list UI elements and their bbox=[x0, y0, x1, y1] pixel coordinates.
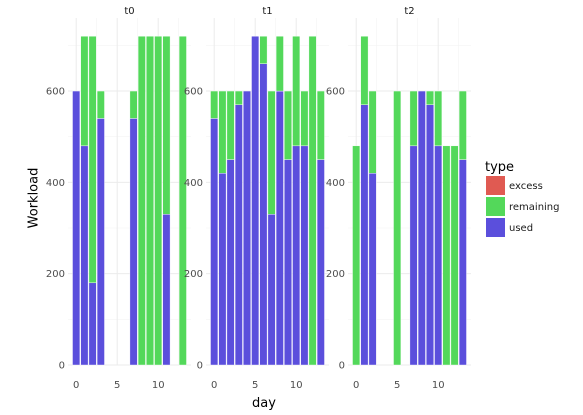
bar-remaining-day-13 bbox=[316, 90, 325, 160]
bar-remaining-day-7 bbox=[129, 90, 138, 119]
bar-remaining-day-7 bbox=[409, 90, 418, 147]
legend-key-remaining bbox=[486, 197, 505, 216]
bar-used-day-10 bbox=[292, 145, 301, 366]
bar-used-day-13 bbox=[458, 159, 467, 366]
bar-remaining-day-0 bbox=[352, 145, 361, 366]
bar-remaining-day-2 bbox=[88, 36, 97, 284]
x-tick-label: 10 bbox=[290, 380, 303, 391]
y-tick-label: 400 bbox=[184, 178, 203, 189]
bar-remaining-day-2 bbox=[226, 90, 235, 160]
panel-t1: t1 0 5 10 0 200 400 600 bbox=[184, 6, 329, 391]
legend-label-remaining: remaining bbox=[509, 202, 560, 213]
bar-used-day-7 bbox=[267, 214, 276, 366]
y-tick-label: 400 bbox=[46, 178, 65, 189]
facet-panels: t0 0 5 10 0 200 400 600 t1 0 5 10 0 200 400 600 t2 0 5 10 0 2… bbox=[46, 6, 471, 391]
bar-remaining-day-11 bbox=[300, 90, 309, 147]
bar-remaining-day-7 bbox=[267, 90, 276, 215]
bar-used-day-3 bbox=[96, 118, 105, 366]
bar-remaining-day-6 bbox=[259, 36, 268, 64]
bar-used-day-3 bbox=[234, 104, 243, 366]
bar-used-day-0 bbox=[72, 90, 81, 366]
bar-used-day-5 bbox=[251, 36, 260, 366]
panel-t2: t2 0 5 10 0 200 400 600 bbox=[326, 6, 471, 391]
facet-label: t1 bbox=[262, 6, 272, 17]
legend-key-excess bbox=[486, 176, 505, 195]
x-tick-label: 0 bbox=[211, 380, 217, 391]
bar-used-day-7 bbox=[409, 145, 418, 366]
y-tick-label: 0 bbox=[59, 361, 65, 372]
x-tick-label: 0 bbox=[353, 380, 359, 391]
y-tick-label: 400 bbox=[326, 178, 345, 189]
bar-remaining-day-10 bbox=[292, 36, 301, 147]
bar-remaining-day-11 bbox=[442, 145, 451, 366]
bar-remaining-day-2 bbox=[368, 90, 377, 174]
x-tick-label: 5 bbox=[114, 380, 120, 391]
bar-remaining-day-10 bbox=[434, 90, 443, 147]
x-tick-label: 5 bbox=[252, 380, 258, 391]
bar-used-day-10 bbox=[434, 145, 443, 366]
bar-remaining-day-12 bbox=[450, 145, 459, 366]
legend-label-used: used bbox=[509, 223, 533, 234]
bar-remaining-day-13 bbox=[178, 36, 187, 366]
bar-remaining-day-10 bbox=[154, 36, 163, 366]
y-tick-label: 200 bbox=[326, 269, 345, 280]
bar-remaining-day-9 bbox=[284, 90, 292, 160]
bar-remaining-day-12 bbox=[308, 36, 317, 366]
bar-remaining-day-1 bbox=[80, 36, 89, 147]
bar-used-day-8 bbox=[275, 90, 284, 366]
bar-remaining-day-1 bbox=[360, 36, 369, 105]
x-axis-title: day bbox=[252, 396, 276, 411]
x-tick-label: 10 bbox=[152, 380, 165, 391]
bar-remaining-day-8 bbox=[275, 36, 284, 92]
y-tick-label: 600 bbox=[326, 87, 345, 98]
bar-remaining-day-0 bbox=[210, 90, 219, 119]
legend-title: type bbox=[485, 160, 514, 175]
bar-used-day-6 bbox=[259, 63, 268, 366]
bar-used-day-11 bbox=[162, 214, 171, 366]
bar-remaining-day-8 bbox=[137, 36, 146, 366]
bar-remaining-day-5 bbox=[393, 90, 402, 366]
bar-remaining-day-11 bbox=[162, 36, 171, 215]
y-tick-label: 600 bbox=[46, 87, 65, 98]
bar-remaining-day-13 bbox=[458, 90, 467, 160]
bar-used-day-1 bbox=[360, 104, 369, 366]
bar-used-day-8 bbox=[417, 90, 426, 366]
facet-label: t0 bbox=[124, 6, 134, 17]
bar-used-day-2 bbox=[368, 173, 377, 366]
bar-used-day-2 bbox=[226, 159, 235, 366]
bar-remaining-day-1 bbox=[218, 90, 227, 174]
x-tick-label: 10 bbox=[432, 380, 445, 391]
y-tick-label: 200 bbox=[184, 269, 203, 280]
y-tick-label: 600 bbox=[184, 87, 203, 98]
bar-used-day-0 bbox=[210, 118, 219, 366]
legend-key-used bbox=[486, 218, 505, 237]
bar-used-day-7 bbox=[129, 118, 138, 366]
bar-remaining-day-3 bbox=[234, 90, 243, 105]
bar-used-day-9 bbox=[284, 159, 292, 366]
bar-remaining-day-3 bbox=[96, 90, 105, 119]
facet-label: t2 bbox=[404, 6, 414, 17]
legend-label-excess: excess bbox=[509, 181, 543, 192]
bar-used-day-1 bbox=[218, 173, 227, 366]
bar-used-day-11 bbox=[300, 145, 309, 366]
bar-used-day-13 bbox=[316, 159, 325, 366]
y-axis-title: Workload bbox=[27, 168, 42, 229]
bar-used-day-4 bbox=[243, 90, 251, 366]
bar-remaining-day-9 bbox=[146, 36, 154, 366]
x-tick-label: 0 bbox=[73, 380, 79, 391]
bar-used-day-2 bbox=[88, 282, 97, 366]
y-tick-label: 0 bbox=[339, 361, 345, 372]
x-tick-label: 5 bbox=[394, 380, 400, 391]
panel-t0: t0 0 5 10 0 200 400 600 bbox=[46, 6, 191, 391]
y-tick-label: 200 bbox=[46, 269, 65, 280]
y-axis-title-group: Workload bbox=[27, 168, 42, 229]
bar-remaining-day-9 bbox=[426, 90, 434, 105]
legend: type excess remaining used bbox=[485, 160, 560, 237]
bar-used-day-9 bbox=[426, 104, 434, 366]
y-tick-label: 0 bbox=[197, 361, 203, 372]
bar-used-day-1 bbox=[80, 145, 89, 366]
